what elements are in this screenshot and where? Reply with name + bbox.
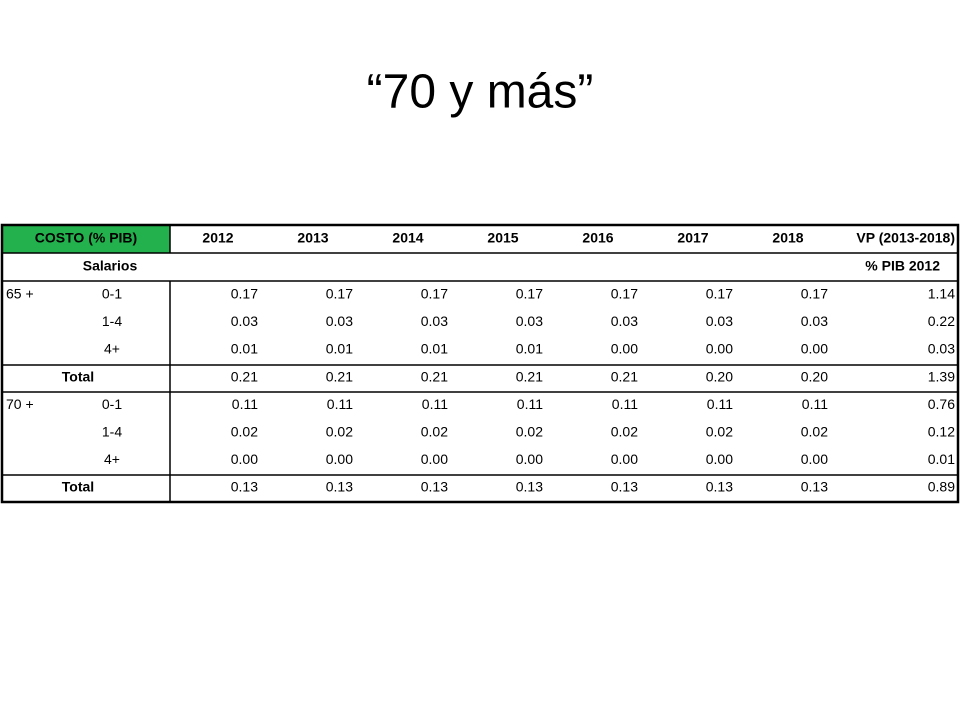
age-label: 4+ (104, 341, 120, 357)
age-label: 4+ (104, 451, 120, 467)
total-label: Total (62, 479, 94, 495)
subheader-cell: % PIB 2012 (865, 258, 940, 274)
age-label: 0-1 (102, 286, 122, 302)
total-cell: 1.39 (928, 368, 955, 384)
value-cell: 0.17 (706, 286, 733, 302)
total-cell: 0.13 (421, 479, 448, 495)
value-cell: 0.12 (928, 424, 955, 440)
value-cell: 0.00 (801, 341, 828, 357)
value-cell: 0.02 (421, 424, 448, 440)
header-highlight (2, 225, 170, 253)
value-cell: 0.11 (517, 396, 543, 412)
value-cell: 0.11 (422, 396, 448, 412)
header-cell: 2013 (297, 230, 328, 246)
total-cell: 0.13 (611, 479, 638, 495)
value-cell: 0.01 (326, 341, 353, 357)
value-cell: 0.03 (801, 313, 828, 329)
value-cell: 0.22 (928, 313, 955, 329)
value-cell: 0.00 (611, 451, 638, 467)
value-cell: 0.00 (706, 451, 733, 467)
value-cell: 0.11 (232, 396, 258, 412)
value-cell: 0.17 (516, 286, 543, 302)
group-label: 65 + (6, 286, 34, 302)
header-cell: 2018 (772, 230, 803, 246)
slide-title: “70 y más” (367, 66, 594, 119)
value-cell: 0.03 (516, 313, 543, 329)
value-cell: 0.11 (802, 396, 828, 412)
total-cell: 0.13 (326, 479, 353, 495)
header-cell: 2012 (202, 230, 233, 246)
age-label: 1-4 (102, 313, 122, 329)
value-cell: 0.11 (327, 396, 353, 412)
value-cell: 0.02 (231, 424, 258, 440)
value-cell: 0.00 (231, 451, 258, 467)
header-cell: VP (2013-2018) (856, 230, 955, 246)
total-cell: 0.13 (801, 479, 828, 495)
value-cell: 0.76 (928, 396, 955, 412)
value-cell: 0.11 (707, 396, 733, 412)
header-cell: 2017 (677, 230, 708, 246)
total-cell: 0.13 (516, 479, 543, 495)
total-cell: 0.13 (231, 479, 258, 495)
table-border (0, 223, 960, 504)
value-cell: 0.00 (706, 341, 733, 357)
value-cell: 0.01 (516, 341, 543, 357)
total-cell: 0.20 (801, 368, 828, 384)
value-cell: 1.14 (928, 286, 955, 302)
age-label: 1-4 (102, 424, 122, 440)
value-cell: 0.17 (326, 286, 353, 302)
header-cell: 2014 (392, 230, 423, 246)
value-cell: 0.03 (326, 313, 353, 329)
total-cell: 0.13 (706, 479, 733, 495)
value-cell: 0.01 (231, 341, 258, 357)
value-cell: 0.00 (611, 341, 638, 357)
total-cell: 0.21 (611, 368, 638, 384)
total-cell: 0.21 (231, 368, 258, 384)
total-cell: 0.21 (516, 368, 543, 384)
value-cell: 0.17 (611, 286, 638, 302)
value-cell: 0.17 (421, 286, 448, 302)
header-cell: COSTO (% PIB) (35, 230, 137, 246)
total-cell: 0.89 (928, 479, 955, 495)
group-label: 70 + (6, 396, 34, 412)
total-cell: 0.21 (421, 368, 448, 384)
value-cell: 0.01 (421, 341, 448, 357)
header-cell: 2016 (582, 230, 613, 246)
value-cell: 0.17 (231, 286, 258, 302)
value-cell: 0.02 (706, 424, 733, 440)
value-cell: 0.03 (231, 313, 258, 329)
value-cell: 0.02 (801, 424, 828, 440)
value-cell: 0.02 (516, 424, 543, 440)
value-cell: 0.11 (612, 396, 638, 412)
total-label: Total (62, 368, 94, 384)
value-cell: 0.01 (928, 451, 955, 467)
value-cell: 0.17 (801, 286, 828, 302)
value-cell: 0.02 (611, 424, 638, 440)
value-cell: 0.00 (326, 451, 353, 467)
value-cell: 0.00 (801, 451, 828, 467)
value-cell: 0.03 (928, 341, 955, 357)
value-cell: 0.00 (421, 451, 448, 467)
value-cell: 0.03 (611, 313, 638, 329)
value-cell: 0.00 (516, 451, 543, 467)
subheader-cell: Salarios (83, 258, 138, 274)
value-cell: 0.03 (706, 313, 733, 329)
value-cell: 0.02 (326, 424, 353, 440)
header-cell: 2015 (487, 230, 518, 246)
total-cell: 0.20 (706, 368, 733, 384)
total-cell: 0.21 (326, 368, 353, 384)
age-label: 0-1 (102, 396, 122, 412)
value-cell: 0.03 (421, 313, 448, 329)
